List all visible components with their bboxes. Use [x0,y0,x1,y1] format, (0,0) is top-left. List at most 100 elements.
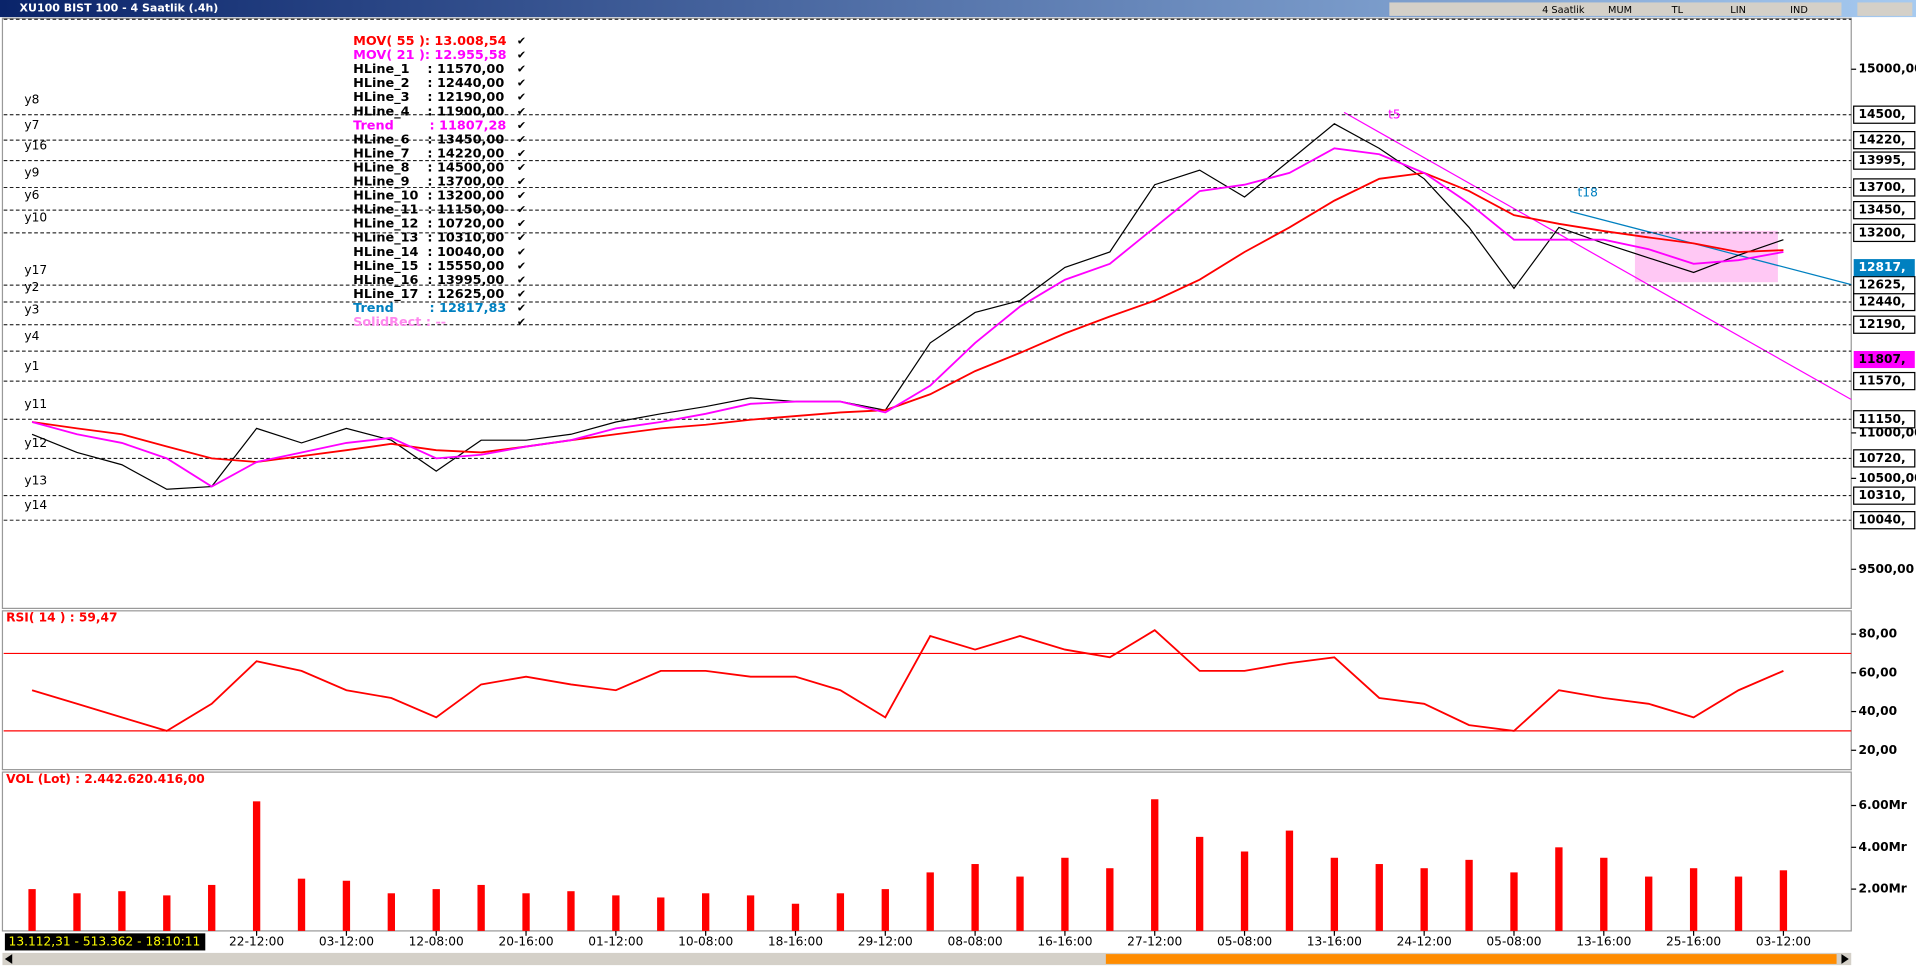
bar [477,884,485,931]
bar [1151,799,1159,931]
toolbar-item[interactable]: LIN [1730,5,1746,16]
legend-check[interactable]: ✔ [517,273,526,286]
axis-box-label: 13700, [1859,180,1906,194]
bar [522,893,530,931]
y-tick-label: 15000,00 [1859,62,1916,76]
bar [1016,876,1024,931]
bar [1375,864,1383,931]
x-tick-label: 24-12:00 [1397,934,1452,948]
bar [567,891,575,931]
legend-check[interactable]: ✔ [517,147,526,160]
legend-entry: HLine_13 : 10310,00 [353,231,504,246]
bar [1106,868,1114,931]
toolbar-item[interactable]: 4 Saatlik [1542,5,1585,16]
legend-check[interactable]: ✔ [517,316,526,329]
bar [1510,872,1518,931]
legend-check[interactable]: ✔ [517,161,526,174]
axis-box [1853,130,1916,150]
h-line-tag: y9 [24,165,39,179]
bar [1285,830,1294,931]
bar [1689,868,1698,931]
legend-entry: HLine_3 : 12190,00 [353,90,504,105]
x-tick-label: 16-16:00 [1037,934,1092,948]
bar [1555,847,1563,931]
axis-box [1853,486,1916,505]
axis-box-label: 12625, [1859,278,1906,292]
axis-box-label: 10310, [1859,488,1906,502]
x-tick-label: 18-16:00 [768,934,823,948]
axis-box [1853,511,1916,530]
panel-title: RSI( 14 ) : 59,47 [6,611,117,625]
legend-check[interactable]: ✔ [517,245,526,258]
legend-check[interactable]: ✔ [517,301,526,314]
trend-tag: t5 [1388,107,1401,121]
legend-check[interactable]: ✔ [517,203,526,216]
toolbar-item[interactable]: MUM [1608,5,1632,16]
price-panel [1,17,1852,609]
x-tick-label: 08-08:00 [948,934,1003,948]
legend-check[interactable]: ✔ [517,35,526,48]
toolbar-item[interactable]: TL [1671,5,1684,16]
bar [163,895,171,931]
trend-axis-box [1853,350,1915,369]
x-tick-label: 03-12:00 [319,934,374,948]
y-tick-label: 20,00 [1859,743,1898,757]
axis-box-label: 13200, [1859,225,1906,239]
h-line-tag: y2 [24,280,39,294]
legend-entry: HLine_4 : 11900,00 [353,104,504,119]
y-tick-label: 10500,00 [1859,471,1916,485]
y-tick-label: 2.00Mr [1859,882,1907,896]
axis-box [1853,449,1916,468]
bar [1779,870,1788,931]
bar [836,893,845,931]
scroll-left[interactable] [4,954,13,964]
legend-check[interactable]: ✔ [517,189,526,202]
legend-check[interactable]: ✔ [517,77,526,90]
toolbar-item[interactable]: IND [1790,5,1808,16]
legend-check[interactable]: ✔ [517,259,526,272]
legend-check[interactable]: ✔ [517,49,526,62]
legend-entry: HLine_17 : 12625,00 [353,287,504,302]
axis-box-label: 11570, [1859,374,1906,388]
y-tick-label: 4.00Mr [1859,840,1907,854]
axis-box-label: 13450, [1859,203,1906,217]
legend-check[interactable]: ✔ [517,217,526,230]
legend-entry: Trend : 12817,83 [353,301,506,316]
legend-check[interactable]: ✔ [517,133,526,146]
legend-check[interactable]: ✔ [517,119,526,132]
legend-check[interactable]: ✔ [517,105,526,118]
scroll-thumb[interactable] [1105,954,1837,964]
panel-title: VOL (Lot) : 2.442.620.416,00 [6,772,205,786]
legend-entry: HLine_8 : 14500,00 [353,160,504,175]
h-line-tag: y16 [24,138,47,152]
legend-check[interactable]: ✔ [517,287,526,300]
y-tick-label: 11000,00 [1859,425,1916,439]
legend-entry: HLine_10 : 13200,00 [353,189,504,204]
bar [387,893,395,931]
h-line-tag: y11 [24,397,47,411]
axis-box [1853,105,1916,124]
legend-entry: HLine_14 : 10040,00 [353,245,504,260]
legend-check[interactable]: ✔ [517,63,526,76]
h-line-tag: y12 [24,436,47,450]
legend-check[interactable]: ✔ [517,91,526,104]
legend-check[interactable]: ✔ [517,231,526,244]
window-buttons[interactable] [1857,2,1913,16]
axis-box-label: 10720, [1859,451,1906,465]
bar [208,884,216,931]
legend-check[interactable]: ✔ [517,175,526,188]
window-title: XU100 BIST 100 - 4 Saatlik (.4h) [20,2,219,15]
h-line-tag: y3 [24,303,39,317]
bar [926,872,934,931]
axis-box-label: 11150, [1859,412,1906,426]
legend-entry: HLine_12 : 10720,00 [353,217,504,232]
x-tick-label: 20-16:00 [498,934,553,948]
legend-entry: HLine_6 : 13450,00 [353,132,504,147]
bar [1061,857,1069,931]
x-tick-label: 29-12:00 [858,934,913,948]
series-line [31,123,1784,490]
series-line [31,171,1784,463]
axis-box-label: 13995, [1859,153,1906,167]
scroll-right[interactable] [1841,954,1849,964]
